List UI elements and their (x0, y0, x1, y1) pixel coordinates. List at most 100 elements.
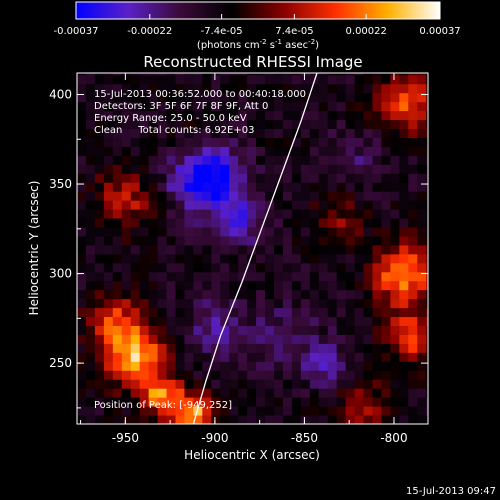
heatmap-cell (426, 343, 428, 353)
heatmap-cell (345, 101, 356, 112)
heatmap-cell (220, 343, 230, 353)
heatmap-cell (256, 343, 266, 353)
heatmap-cell (273, 370, 284, 380)
heatmap-cell (381, 164, 391, 174)
heatmap-cell (103, 316, 114, 327)
heatmap-cell (300, 298, 311, 309)
heatmap-cell (238, 397, 248, 407)
heatmap-cell (175, 191, 185, 201)
heatmap-cell (417, 137, 427, 147)
heatmap-cell (247, 83, 257, 94)
heatmap-cell (211, 146, 221, 156)
heatmap-cell (363, 397, 373, 407)
heatmap-cell (399, 128, 409, 138)
heatmap-cell (426, 173, 428, 183)
heatmap-cell (130, 209, 141, 219)
heatmap-cell (265, 271, 275, 282)
heatmap-cell (300, 316, 311, 327)
heatmap-cell (363, 218, 373, 228)
heatmap-cell (202, 191, 212, 201)
heatmap-cell (157, 74, 168, 85)
heatmap-cell (381, 343, 391, 353)
heatmap-cell (399, 173, 409, 183)
heatmap-cell (327, 235, 338, 246)
heatmap-cell (130, 262, 141, 273)
heatmap-cell (417, 227, 427, 237)
heatmap-cell (327, 415, 338, 424)
heatmap-cell (318, 155, 329, 165)
heatmap-cell (157, 361, 168, 371)
heatmap-cell (381, 406, 391, 416)
heatmap-cell (291, 298, 302, 309)
heatmap-cell (354, 101, 365, 112)
heatmap-cell (166, 128, 176, 138)
heatmap-cell (417, 74, 427, 85)
x-tick-label: -850 (291, 431, 318, 445)
heatmap-cell (336, 370, 347, 380)
info-clean-counts: Clean Total counts: 6.92E+03 (94, 125, 254, 136)
heatmap-cell (381, 262, 391, 273)
heatmap-cell (166, 352, 176, 362)
heatmap-cell (103, 289, 114, 300)
heatmap-cell (291, 101, 302, 112)
heatmap-cell (103, 415, 114, 424)
heatmap-cell (354, 119, 365, 130)
heatmap-cell (354, 325, 365, 335)
heatmap-cell (112, 379, 123, 389)
y-axis-label: Heliocentric Y (arcsec) (27, 181, 41, 316)
heatmap-cell (390, 218, 400, 228)
colorbar-unit-part: (photons cm (197, 40, 260, 51)
heatmap-cell (238, 92, 248, 103)
heatmap-cell (408, 227, 418, 237)
heatmap-cell (336, 415, 347, 424)
heatmap-cell (94, 370, 105, 380)
heatmap-cell (229, 209, 239, 219)
heatmap-cell (202, 227, 212, 237)
heatmap-cell (408, 244, 418, 255)
heatmap-cell (282, 289, 293, 300)
heatmap-cell (220, 280, 230, 291)
heatmap-cell (282, 415, 293, 424)
heatmap-cell (85, 101, 96, 112)
heatmap-cell (426, 227, 428, 237)
heatmap-cell (282, 316, 293, 327)
heatmap-cell (247, 92, 257, 103)
heatmap-cell (327, 388, 338, 398)
heatmap-cell (390, 406, 400, 416)
heatmap-cell (273, 325, 284, 335)
heatmap-cell (426, 325, 428, 335)
heatmap-cell (157, 110, 168, 121)
heatmap-cell (121, 110, 132, 121)
heatmap-cell (390, 244, 400, 255)
heatmap-cell (345, 388, 356, 398)
heatmap-cell (327, 370, 338, 380)
heatmap-cell (390, 200, 400, 210)
heatmap-cell (184, 119, 194, 130)
heatmap-cell (112, 227, 123, 237)
heatmap-cell (85, 218, 96, 228)
heatmap-cell (327, 119, 338, 130)
heatmap-cell (202, 128, 212, 138)
heatmap-cell (265, 227, 275, 237)
heatmap-cell (130, 235, 141, 246)
heatmap-cell (265, 182, 275, 192)
heatmap-cell (372, 137, 382, 147)
heatmap-cell (121, 155, 132, 165)
heatmap-cell (309, 370, 320, 380)
heatmap-cell (85, 388, 96, 398)
heatmap-cell (426, 110, 428, 121)
heatmap-cell (166, 379, 176, 389)
heatmap-cell (193, 146, 203, 156)
heatmap-cell (121, 379, 132, 389)
heatmap-cell (175, 253, 185, 264)
heatmap-cell (426, 182, 428, 192)
heatmap-cell (327, 146, 338, 156)
heatmap-cell (157, 253, 168, 264)
heatmap-cell (247, 379, 257, 389)
heatmap-cell (202, 137, 212, 147)
heatmap-cell (291, 316, 302, 327)
heatmap-cell (381, 316, 391, 327)
heatmap-cell (363, 388, 373, 398)
heatmap-cell (354, 227, 365, 237)
heatmap-cell (130, 200, 141, 210)
